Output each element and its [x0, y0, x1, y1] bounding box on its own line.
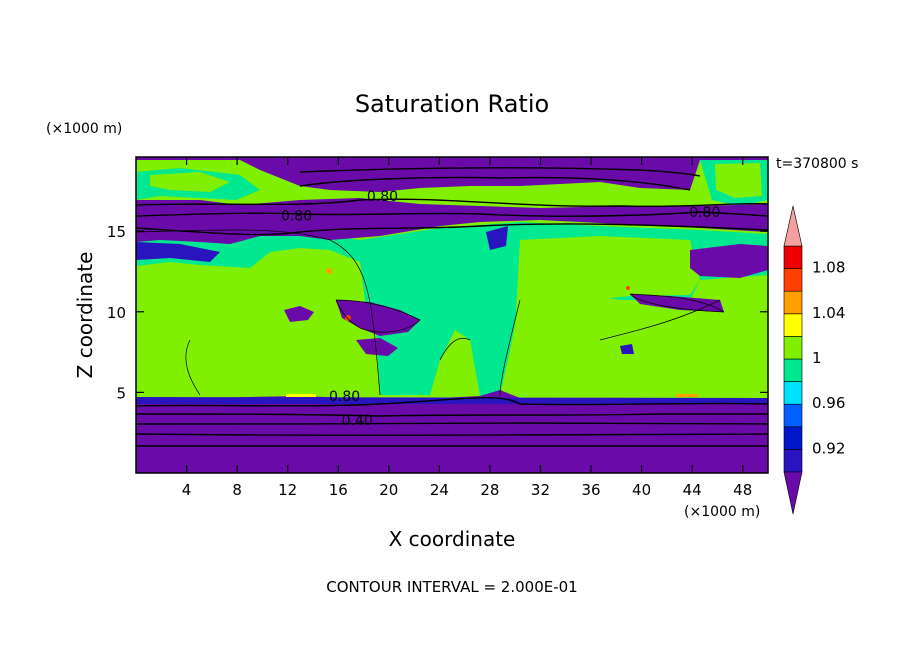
colorbar-swatch [783, 268, 803, 292]
x-axis-unit: (×1000 m) [684, 504, 760, 520]
y-tick-label: 5 [116, 384, 126, 402]
contour-label: 0.80 [329, 389, 360, 405]
x-tick-label: 16 [329, 481, 348, 499]
colorbar-swatch [783, 290, 803, 315]
colorbar: 1.08 1.04 1 0.96 0.92 [783, 205, 845, 515]
time-label: t=370800 s [776, 156, 858, 172]
colorbar-swatch [783, 449, 803, 473]
contour-label: 0.40 [342, 413, 373, 429]
y-axis-label: Z coordinate [73, 252, 97, 379]
contour-label: 0.80 [689, 205, 720, 221]
y-tick-label: 10 [107, 304, 126, 322]
colorbar-label: 1 [812, 349, 822, 367]
colorbar-label: 1.04 [812, 304, 845, 322]
colorbar-label: 0.96 [812, 394, 845, 412]
x-tick-label: 44 [683, 481, 702, 499]
x-tick-label: 12 [278, 481, 297, 499]
x-tick-label: 24 [430, 481, 449, 499]
plot-area: 0.800.80 0.800.800.40 4 8 12 16 20 24 28 32 36 40 4… [107, 156, 769, 499]
x-axis-ticks: 4 8 12 16 20 24 28 32 36 40 44 48 [182, 157, 752, 499]
y-axis-ticks: 5 10 15 [107, 223, 768, 402]
contour-label: 0.80 [367, 189, 398, 205]
colorbar-swatch [783, 426, 803, 450]
colorbar-bottom-arrow [783, 471, 803, 515]
x-tick-label: 40 [632, 481, 651, 499]
colorbar-swatch [783, 381, 803, 405]
contour-label: 0.80 [281, 208, 312, 224]
colorbar-swatch [783, 336, 803, 360]
y-axis-unit: (×1000 m) [46, 121, 122, 137]
contour-labels: 0.80 0.80 0.80 0.80 0.40 [281, 189, 720, 429]
saturation-field [136, 157, 768, 473]
colorbar-swatch [783, 245, 803, 269]
x-tick-label: 8 [232, 481, 242, 499]
x-tick-label: 28 [480, 481, 499, 499]
x-tick-label: 4 [182, 481, 192, 499]
colorbar-swatch [783, 313, 803, 337]
colorbar-label: 1.08 [812, 259, 845, 277]
chart-title: Saturation Ratio [355, 90, 549, 118]
colorbar-swatch [783, 403, 803, 428]
colorbar-swatch [783, 358, 803, 382]
contour-interval-note: CONTOUR INTERVAL = 2.000E-01 [326, 578, 577, 596]
x-tick-label: 36 [581, 481, 600, 499]
colorbar-top-arrow [783, 205, 803, 247]
x-axis-label: X coordinate [389, 527, 516, 551]
y-tick-label: 15 [107, 223, 126, 241]
plot-frame [135, 156, 769, 474]
x-tick-label: 32 [531, 481, 550, 499]
colorbar-label: 0.92 [812, 439, 845, 457]
x-tick-label: 20 [379, 481, 398, 499]
x-tick-label: 48 [733, 481, 752, 499]
